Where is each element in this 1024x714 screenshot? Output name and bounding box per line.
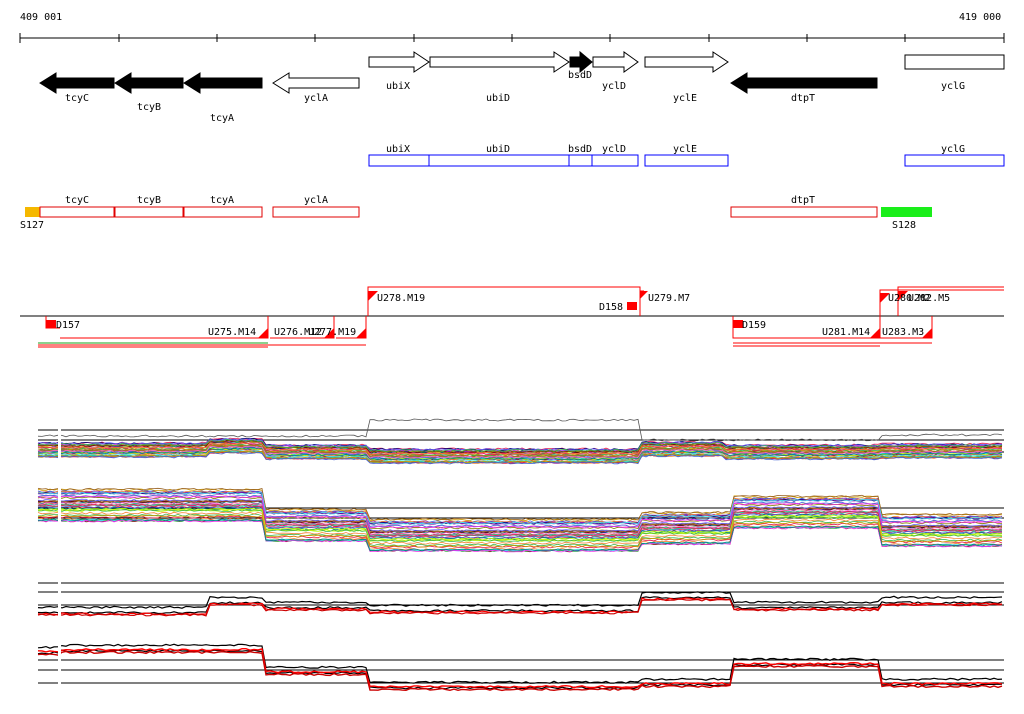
segment-label-s127: S127: [20, 220, 44, 231]
transcript-feature-track: D157 U275.M14 U276.M12 U277.M19 U278.M19…: [20, 286, 1004, 348]
gene-arrow-tcyC[interactable]: [39, 72, 115, 94]
expression-panel-3: [37, 582, 1004, 617]
gene-label-tcyB: tcyB: [137, 102, 161, 113]
gene-arrow-yclE[interactable]: [644, 51, 729, 73]
gene-label-yclA: yclA: [304, 93, 328, 104]
feature-label-u280: U280.M2: [888, 293, 930, 304]
blue-label-bsdD: bsdD: [568, 144, 592, 155]
red-box-tcyA[interactable]: [183, 206, 263, 218]
red-box-tcyC[interactable]: [39, 206, 115, 218]
blue-box-yclG[interactable]: [904, 154, 1005, 167]
feature-label-d159: D159: [742, 320, 766, 331]
marker-u279[interactable]: [640, 291, 648, 299]
gene-label-yclD: yclD: [602, 81, 626, 92]
gene-arrow-bsdD[interactable]: [569, 50, 593, 74]
gene-label-bsdD: bsdD: [568, 70, 592, 81]
gene-label-ubiD: ubiD: [486, 93, 510, 104]
red-label-tcyC: tcyC: [65, 195, 89, 206]
gene-label-ubiX: ubiX: [386, 81, 410, 92]
gene-arrow-ubiD[interactable]: [429, 51, 570, 73]
gene-arrow-dtpT[interactable]: [730, 72, 878, 94]
blue-gene-track: ubiX ubiD bsdD yclD yclE yclG: [368, 144, 1005, 167]
marker-d159[interactable]: [733, 320, 743, 328]
marker-u282[interactable]: [898, 291, 908, 301]
feature-label-d158: D158: [599, 302, 623, 313]
feature-label-u279: U279.M7: [648, 293, 690, 304]
red-gene-track: tcyC tcyB tcyA yclA dtpT S127 S128: [20, 195, 932, 231]
marker-u276[interactable]: [324, 328, 334, 338]
feature-label-u276: U276.M12: [274, 327, 322, 338]
feature-label-d157: D157: [56, 320, 80, 331]
blue-box-yclD[interactable]: [591, 154, 639, 167]
gene-arrow-yclA[interactable]: [272, 72, 360, 94]
marker-u283[interactable]: [922, 328, 932, 338]
blue-box-yclE[interactable]: [644, 154, 729, 167]
marker-u278[interactable]: [368, 291, 378, 301]
gene-label-tcyC: tcyC: [65, 93, 89, 104]
red-label-tcyB: tcyB: [137, 195, 161, 206]
feature-label-u281: U281.M14: [822, 327, 870, 338]
blue-label-ubiX: ubiX: [386, 144, 410, 155]
gene-label-tcyA: tcyA: [210, 113, 234, 124]
red-box-tcyB[interactable]: [114, 206, 184, 218]
blue-box-ubiX[interactable]: [368, 154, 430, 167]
segment-s128-block[interactable]: [881, 207, 932, 217]
red-label-tcyA: tcyA: [210, 195, 234, 206]
red-box-yclA[interactable]: [272, 206, 360, 218]
marker-d158[interactable]: [627, 302, 637, 310]
blue-label-yclD: yclD: [602, 144, 626, 155]
blue-label-yclE: yclE: [673, 144, 697, 155]
expression-panel-4: [37, 643, 1004, 692]
coord-end: 419 000: [959, 12, 1002, 23]
marker-d157[interactable]: [46, 320, 56, 328]
gene-arrow-tcyB[interactable]: [114, 72, 184, 94]
feature-label-u275: U275.M14: [208, 327, 256, 338]
gene-arrow-yclD[interactable]: [592, 51, 639, 73]
gene-arrow-yclG[interactable]: [904, 54, 1005, 70]
marker-u280[interactable]: [880, 293, 890, 303]
segment-s127-block[interactable]: [25, 207, 40, 217]
marker-u275[interactable]: [258, 328, 268, 338]
gene-label-yclG: yclG: [941, 81, 965, 92]
feature-label-u283: U283.M3: [882, 327, 924, 338]
gene-arrow-track: tcyC tcyB tcyA yclA ubiX ubiD bsdD yclD …: [39, 50, 1005, 124]
blue-label-yclG: yclG: [941, 144, 965, 155]
span-u280[interactable]: [879, 289, 1004, 316]
blue-box-ubiD[interactable]: [428, 154, 570, 167]
blue-label-ubiD: ubiD: [486, 144, 510, 155]
marker-u281[interactable]: [870, 328, 880, 338]
gene-label-dtpT: dtpT: [791, 93, 815, 104]
gene-label-yclE: yclE: [673, 93, 697, 104]
feature-label-u277: U277.M19: [308, 327, 356, 338]
marker-u277[interactable]: [356, 328, 366, 338]
red-label-yclA: yclA: [304, 195, 328, 206]
feature-label-u282: U282.M5: [908, 293, 950, 304]
coord-start: 409 001: [20, 12, 63, 23]
gene-arrow-tcyA[interactable]: [183, 72, 263, 94]
blue-box-bsdD[interactable]: [568, 154, 593, 167]
segment-label-s128: S128: [892, 220, 916, 231]
red-label-dtpT: dtpT: [791, 195, 815, 206]
feature-label-u278: U278.M19: [377, 293, 425, 304]
expression-panel-1: [37, 418, 1004, 465]
gene-arrow-ubiX[interactable]: [368, 51, 430, 73]
span-u282[interactable]: [897, 286, 1004, 316]
coordinate-ruler: [19, 33, 1005, 43]
red-box-dtpT[interactable]: [730, 206, 878, 218]
expression-panel-2: [37, 487, 1004, 553]
